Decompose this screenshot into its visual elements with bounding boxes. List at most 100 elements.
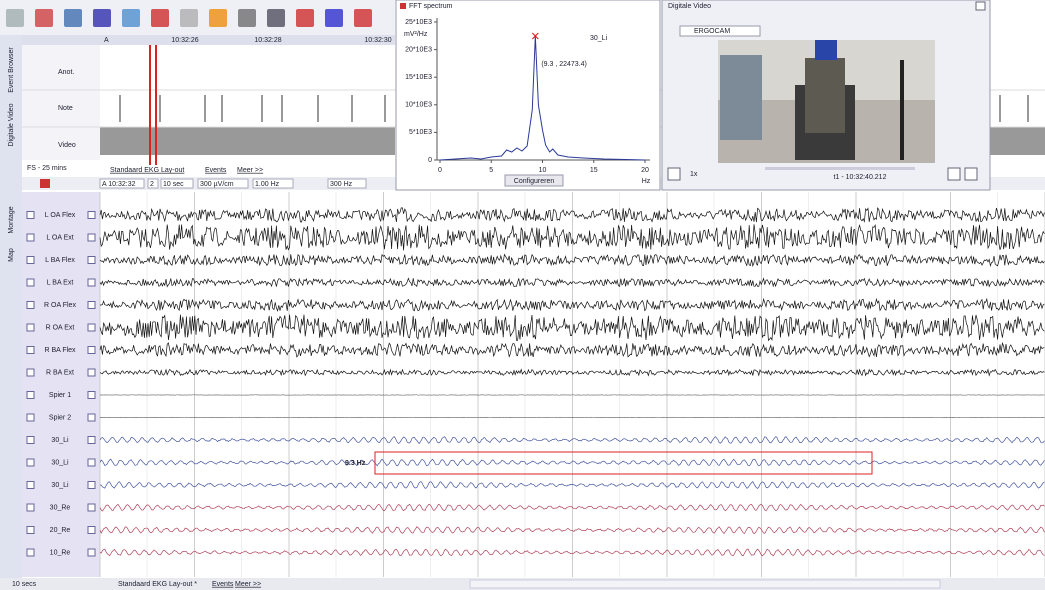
status-timebase: 10 secs <box>12 581 37 588</box>
toolbar-button[interactable] <box>267 9 285 27</box>
toolbar-field-text: 2 <box>150 181 154 188</box>
fft-title: FFT spectrum <box>409 3 453 10</box>
toolbar-field-text: 1.00 Hz <box>255 181 280 188</box>
fft-x-tick-label: 0 <box>438 167 442 174</box>
channel-icon <box>27 347 34 354</box>
channel-icon <box>27 392 34 399</box>
time-label: 10:32:26 <box>171 37 198 44</box>
channel-label: L BA Ext <box>47 279 74 286</box>
time-label: 10:32:30 <box>364 37 391 44</box>
sidebar-tab[interactable]: Montage <box>8 206 15 233</box>
toolbar-button[interactable] <box>6 9 24 27</box>
toolbar-field-text: 300 µV/cm <box>200 181 234 188</box>
video-face-mask <box>815 40 837 60</box>
fft-x-tick-label: 20 <box>641 167 649 174</box>
event-row-label: Anot. <box>58 69 74 76</box>
video-title: Digitale Video <box>668 3 711 10</box>
channel-icon <box>88 347 95 354</box>
channel-icon <box>27 549 34 556</box>
fft-y-tick-label: 0 <box>428 157 432 164</box>
channel-label: R OA Ext <box>46 324 75 331</box>
status-events[interactable]: Events <box>212 581 234 588</box>
layout-tab[interactable]: Standaard EKG Lay-out <box>110 167 184 174</box>
channel-label: R OA Flex <box>44 302 76 309</box>
record-button[interactable] <box>40 179 50 188</box>
channel-icon <box>88 392 95 399</box>
fft-y-unit: mV²/Hz <box>404 31 428 38</box>
channel-icon <box>88 549 95 556</box>
toolbar-button[interactable] <box>209 9 227 27</box>
time-label: A <box>104 37 109 44</box>
toolbar-button[interactable] <box>238 9 256 27</box>
fft-x-unit: Hz <box>642 178 651 185</box>
fft-x-tick-label: 15 <box>590 167 598 174</box>
toolbar-button[interactable] <box>151 9 169 27</box>
video-band <box>990 127 1045 155</box>
channel-icon <box>27 369 34 376</box>
channel-label: Spier 2 <box>49 414 71 421</box>
channel-label: L OA Flex <box>45 212 76 219</box>
status-layout: Standaard EKG Lay-out * <box>118 581 197 588</box>
channel-icon <box>27 482 34 489</box>
layout-tab[interactable]: Meer >> <box>237 167 263 174</box>
toolbar-field-text: 300 Hz <box>330 181 353 188</box>
toolbar-button[interactable] <box>325 9 343 27</box>
channel-icon <box>88 482 95 489</box>
channel-label: R BA Ext <box>46 369 74 376</box>
toolbar-field-text: 10 sec <box>163 181 184 188</box>
channel-icon <box>88 504 95 511</box>
video-control[interactable] <box>965 168 977 180</box>
fft-x-tick-label: 10 <box>539 167 547 174</box>
fft-channel: 30_Li <box>590 35 608 42</box>
channel-icon <box>88 302 95 309</box>
channel-icon <box>27 279 34 286</box>
status-more[interactable]: Meer >> <box>235 581 261 588</box>
channel-icon <box>88 437 95 444</box>
sidebar-tab[interactable]: Map <box>8 248 15 262</box>
fft-button-text[interactable]: Configureren <box>514 178 555 185</box>
screen: Event Browser Digitale Video Montage Map A 10… <box>0 0 1045 590</box>
sidebar-tab[interactable]: Digitale Video <box>8 103 15 146</box>
time-span: FS - 25 mins <box>27 165 67 172</box>
time-label: 10:32:28 <box>254 37 281 44</box>
channel-label: 30_Li <box>51 459 69 466</box>
play-button[interactable] <box>668 168 680 180</box>
channel-icon <box>27 302 34 309</box>
layout-tab[interactable]: Events <box>205 167 227 174</box>
channel-icon <box>88 459 95 466</box>
toolbar-field-text: A 10:32:32 <box>102 181 136 188</box>
channel-icon <box>88 324 95 331</box>
fft-window <box>396 0 660 190</box>
video-speed: 1x <box>690 171 698 178</box>
video-band <box>100 127 395 155</box>
toolbar-button[interactable] <box>64 9 82 27</box>
toolbar-button[interactable] <box>180 9 198 27</box>
channel-icon <box>27 257 34 264</box>
video-control[interactable] <box>948 168 960 180</box>
scrollbar[interactable] <box>470 580 940 588</box>
channel-icon <box>88 234 95 241</box>
channel-icon <box>27 459 34 466</box>
channel-icon <box>88 279 95 286</box>
video-cabinet <box>720 55 762 140</box>
event-row-label: Video <box>58 142 76 149</box>
video-seek[interactable] <box>765 167 915 170</box>
toolbar-button[interactable] <box>93 9 111 27</box>
video-source: ERGOCAM <box>694 28 730 35</box>
toolbar-button[interactable] <box>296 9 314 27</box>
fft-y-tick-label: 25*10E3 <box>405 19 432 26</box>
fft-x-tick-label: 5 <box>489 167 493 174</box>
channel-icon <box>88 257 95 264</box>
close-button[interactable] <box>976 2 985 10</box>
toolbar-button[interactable] <box>122 9 140 27</box>
toolbar-button[interactable] <box>35 9 53 27</box>
sidebar-tab[interactable]: Event Browser <box>8 47 15 93</box>
channel-icon <box>88 414 95 421</box>
channel-label: Spier 1 <box>49 392 71 399</box>
toolbar-button[interactable] <box>354 9 372 27</box>
channel-label: L OA Ext <box>46 234 73 241</box>
channel-label: R BA Flex <box>44 347 76 354</box>
fft-y-tick-label: 5*10E3 <box>409 129 432 136</box>
channel-label: 30_Li <box>51 482 69 489</box>
channel-icon <box>27 527 34 534</box>
